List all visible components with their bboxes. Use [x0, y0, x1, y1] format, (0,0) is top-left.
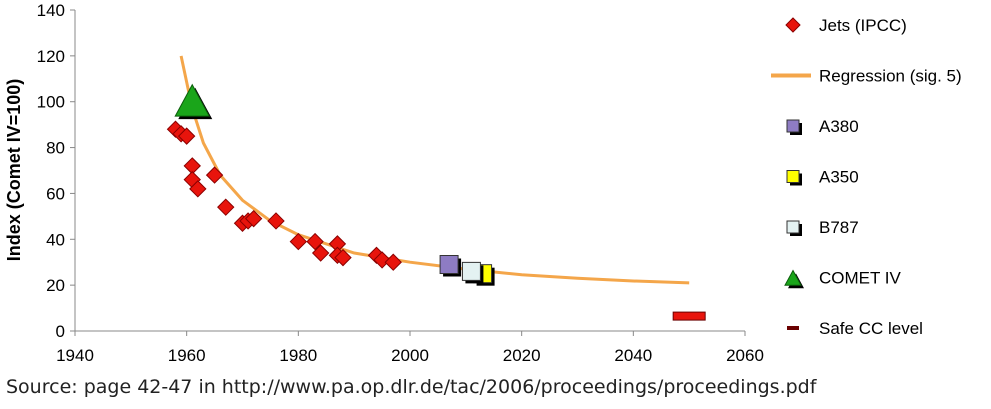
regression-line — [179, 55, 690, 285]
legend-marker-a350 — [786, 170, 800, 183]
jet-point — [189, 180, 207, 198]
x-tick-label: 1980 — [279, 346, 317, 365]
jet-point — [267, 212, 285, 230]
y-tick-label: 80 — [46, 139, 65, 158]
legend-marker-a380 — [786, 119, 800, 133]
comet-iv-point — [174, 83, 211, 117]
legend-label-a380: A380 — [819, 117, 859, 136]
y-tick-label: 140 — [37, 1, 65, 20]
y-tick-label: 0 — [56, 322, 65, 341]
jet-point — [311, 244, 330, 262]
source-note: Source: page 42-47 in http://www.pa.op.d… — [6, 376, 817, 398]
legend-marker-comet-iv — [784, 269, 802, 286]
legend-marker-b787 — [786, 220, 800, 234]
a380-point — [439, 255, 459, 275]
safe-cc-level-mark — [672, 311, 706, 321]
legend-label-jets-ipcc-: Jets (IPCC) — [819, 16, 907, 35]
legend-marker-jets-ipcc- — [785, 17, 801, 33]
legend-label-a350: A350 — [819, 168, 859, 187]
legend-label-b787: B787 — [819, 218, 859, 237]
b787-point — [461, 261, 481, 281]
plot-area — [166, 55, 706, 321]
x-tick-label: 2040 — [614, 346, 652, 365]
jet-point — [244, 209, 263, 228]
legend-label-comet-iv: COMET IV — [819, 269, 902, 288]
legend-label-regression-sig-5-: Regression (sig. 5) — [819, 67, 962, 86]
y-tick-label: 40 — [46, 230, 65, 249]
jet-point — [334, 248, 352, 267]
y-tick-label: 60 — [46, 184, 65, 203]
jet-point — [205, 166, 224, 184]
legend: Jets (IPCC) Regression (sig. 5) A380 A350 B7… — [771, 16, 962, 338]
x-tick-label: 1960 — [168, 346, 206, 365]
y-tick-label: 120 — [37, 47, 65, 66]
legend-label-safe-cc-level: Safe CC level — [819, 319, 923, 338]
jet-point — [306, 232, 324, 251]
jet-point — [217, 198, 235, 216]
x-tick-label: 2060 — [726, 346, 764, 365]
jet-point — [373, 251, 391, 269]
x-tick-label: 1940 — [56, 346, 94, 365]
y-tick-label: 20 — [46, 276, 65, 295]
x-tick-label: 2000 — [391, 346, 429, 365]
jet-point — [289, 232, 308, 251]
legend-marker-safe-cc-level — [787, 326, 799, 330]
x-tick-label: 2020 — [503, 346, 541, 365]
jet-point — [384, 253, 402, 271]
y-tick-label: 100 — [37, 93, 65, 112]
jet-point — [177, 127, 196, 145]
y-axis-label: Index (Comet IV=100) — [4, 79, 24, 262]
